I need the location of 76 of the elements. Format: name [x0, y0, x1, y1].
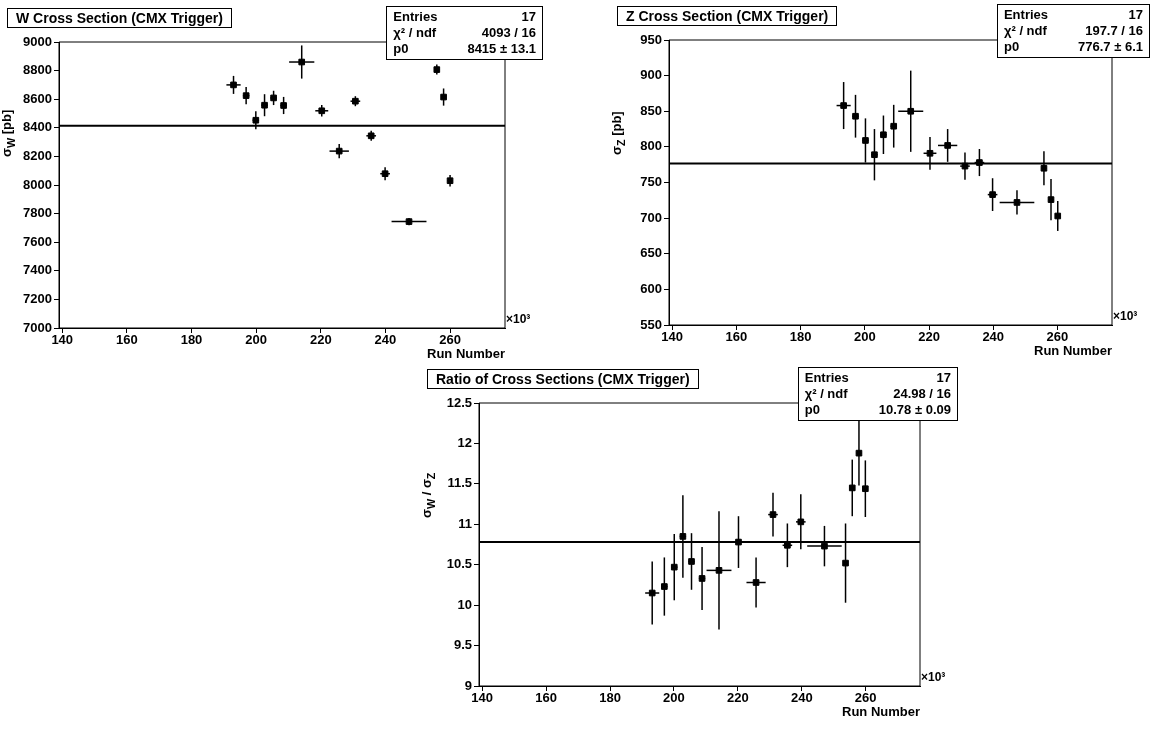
- annotation: p0: [1003, 39, 1021, 55]
- chart-title: Z Cross Section (CMX Trigger): [617, 6, 838, 26]
- text: ×10³: [506, 312, 531, 326]
- x-tick-label: 140: [661, 329, 684, 345]
- annotation: p0: [804, 402, 821, 418]
- x-tick-label: 160: [725, 329, 748, 345]
- text: ×10³: [1113, 309, 1138, 323]
- y-tick-label: 11.5: [447, 475, 472, 491]
- annotation: 10.78 ± 0.09: [878, 402, 951, 418]
- y-tick-label: 850: [640, 102, 662, 118]
- x-axis-title: Run Number: [427, 345, 505, 361]
- chart-title: W Cross Section (CMX Trigger): [7, 8, 232, 28]
- text: ×10³: [921, 670, 946, 684]
- text: χ² / ndf: [1003, 23, 1048, 39]
- y-tick-label: 12.5: [446, 394, 472, 410]
- y-tick-label: 12: [457, 435, 472, 451]
- y-tick-label: 800: [640, 138, 662, 154]
- y-tick-label: 7800: [23, 205, 52, 221]
- y-tick-label: 550: [640, 316, 662, 332]
- text: Entries: [393, 9, 438, 25]
- text: 197.7 / 16: [1084, 23, 1143, 39]
- y-tick-label: 7200: [23, 290, 52, 306]
- x-tick-label: 240: [982, 329, 1005, 345]
- x-tick-label: 260: [439, 332, 461, 348]
- x-tick-label: 240: [374, 332, 397, 348]
- y-tick-label: 10: [457, 596, 472, 612]
- y-tick-label: 8800: [23, 62, 52, 78]
- chart-title: Ratio of Cross Sections (CMX Trigger): [427, 369, 699, 389]
- x-axis-title: Run Number: [1034, 342, 1112, 358]
- text: Entries: [1003, 7, 1049, 23]
- text: 17: [935, 370, 951, 386]
- annotation: 8415 ± 13.1: [467, 41, 536, 57]
- x-tick-label: 180: [789, 329, 812, 345]
- x-tick-label: 140: [471, 690, 494, 706]
- x-tick-label: 200: [245, 332, 267, 348]
- x-tick-label: 240: [790, 690, 813, 706]
- x-tick-label: 200: [853, 329, 876, 345]
- text: 17: [1127, 7, 1143, 23]
- text: Entries: [804, 370, 849, 386]
- y-tick-label: 10.5: [446, 556, 472, 572]
- x-axis-title: Run Number: [842, 703, 920, 719]
- y-tick-label: 7000: [23, 319, 52, 335]
- x-tick-label: 220: [309, 332, 332, 348]
- y-tick-label: 8000: [23, 176, 52, 192]
- x-tick-label: 200: [663, 690, 685, 706]
- y-tick-label: 600: [640, 280, 662, 296]
- y-tick-label: 7400: [23, 262, 52, 278]
- x-tick-label: 140: [51, 332, 74, 348]
- y-tick-label: 9: [464, 677, 472, 693]
- y-tick-label: 9000: [23, 33, 52, 49]
- y-tick-label: 650: [640, 245, 662, 261]
- y-tick-label: 950: [640, 31, 662, 47]
- annotation: 776.7 ± 6.1: [1078, 39, 1143, 55]
- annotation: p0: [393, 41, 410, 57]
- x-tick-label: 160: [116, 332, 138, 348]
- x-tick-label: 220: [727, 690, 749, 706]
- y-tick-label: 700: [640, 209, 662, 225]
- y-tick-label: 900: [640, 67, 662, 83]
- x-tick-label: 160: [535, 690, 557, 706]
- y-tick-label: 8600: [23, 90, 52, 106]
- text: 24.98 / 16: [892, 386, 951, 402]
- x-tick-label: 180: [599, 690, 621, 706]
- y-tick-label: 9.5: [453, 637, 472, 653]
- x-tick-label: 260: [1046, 329, 1069, 345]
- y-tick-label: 11: [458, 515, 472, 531]
- x-tick-label: 260: [854, 690, 877, 706]
- y-tick-label: 8200: [23, 147, 52, 163]
- x-tick-label: 180: [180, 332, 203, 348]
- text: 4093 / 16: [480, 25, 536, 41]
- text: χ² / ndf: [804, 386, 849, 402]
- x-tick-label: 220: [918, 329, 940, 345]
- text: χ² / ndf: [393, 25, 438, 41]
- text: 17: [520, 9, 536, 25]
- y-tick-label: 8400: [23, 119, 52, 135]
- y-tick-label: 7600: [23, 233, 52, 249]
- y-tick-label: 750: [640, 174, 662, 190]
